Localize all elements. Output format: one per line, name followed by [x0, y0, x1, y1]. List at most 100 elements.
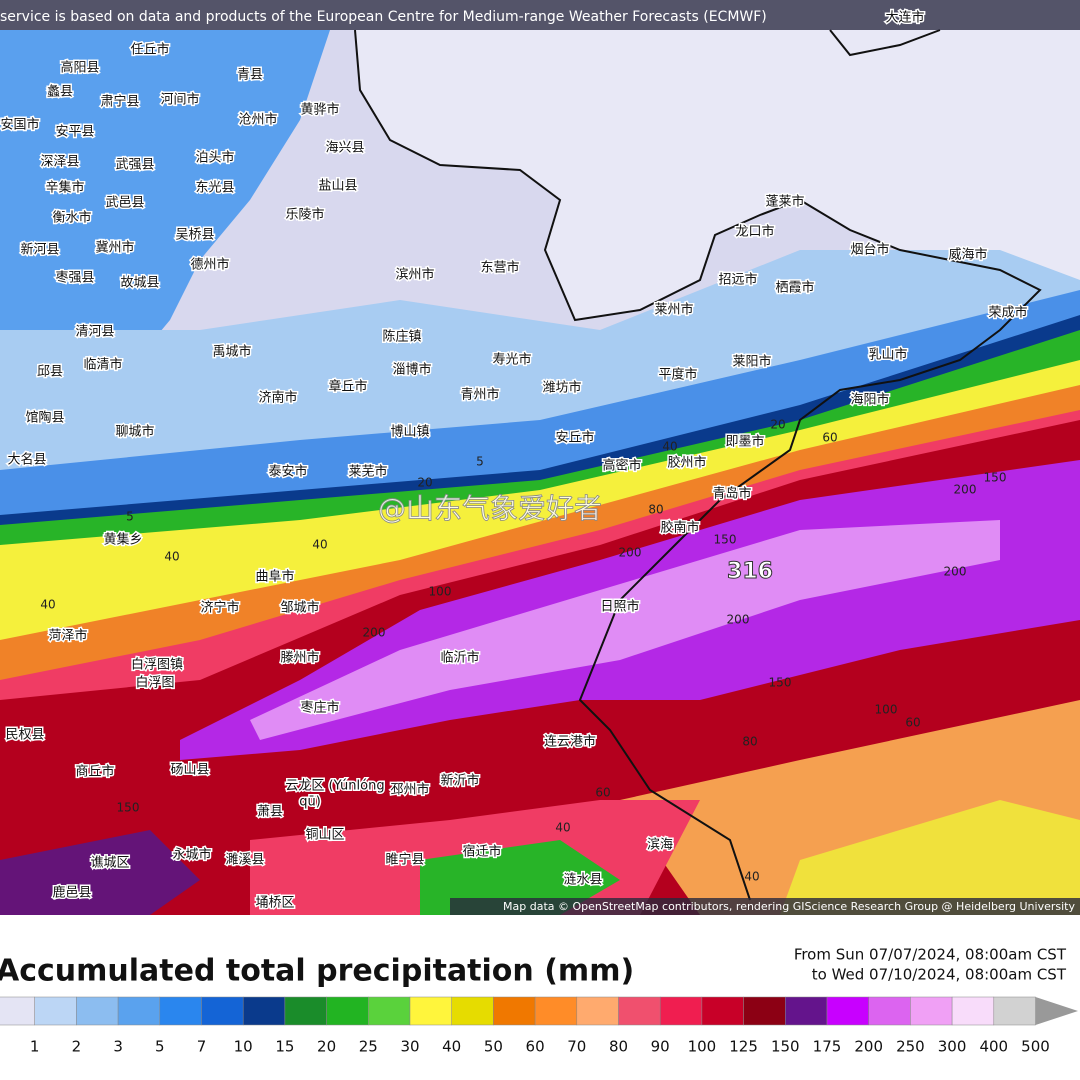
contour-label: 200 — [944, 565, 967, 579]
city-label: 濉溪县 — [225, 853, 264, 868]
legend-label: 90 — [651, 1038, 670, 1056]
legend-title: Accumulated total precipitation (mm) — [0, 954, 634, 989]
legend-swatch — [951, 996, 995, 1026]
legend-swatch — [159, 996, 202, 1026]
city-label: 枣强县 — [55, 271, 94, 286]
city-label: 白浮图 — [135, 675, 174, 691]
legend-label: 40 — [442, 1038, 461, 1056]
city-label: 砀山县 — [170, 763, 209, 778]
legend-label: 60 — [526, 1038, 545, 1056]
city-label: 日照市 — [600, 599, 639, 615]
city-label: 萧县 — [257, 805, 283, 820]
city-label: 黄骅市 — [300, 102, 339, 118]
city-label: 淄博市 — [392, 362, 431, 378]
legend-label: 200 — [854, 1038, 883, 1056]
city-label: 蠡县 — [47, 84, 73, 100]
city-label: 临清市 — [83, 357, 122, 373]
city-label: 东光县 — [195, 181, 234, 196]
city-label: 馆陶县 — [25, 410, 64, 426]
legend-swatch — [618, 996, 661, 1026]
city-label: 栖霞市 — [775, 280, 814, 296]
contour-label: 20 — [417, 476, 432, 490]
legend-label: 15 — [275, 1038, 294, 1056]
contour-label: 40 — [312, 538, 327, 552]
city-label: 衡水市 — [52, 210, 91, 226]
contour-label: 150 — [117, 801, 140, 815]
city-label: 永城市 — [172, 847, 211, 863]
legend-swatch — [451, 996, 494, 1026]
city-label: 深泽县 — [40, 155, 79, 170]
city-label: 吴桥县 — [175, 228, 214, 243]
city-label: 聊城市 — [115, 424, 154, 440]
contour-label: 200 — [727, 613, 750, 627]
city-label: 邳州市 — [390, 782, 429, 798]
city-label: 云龙区 (Yúnlóng — [285, 779, 384, 794]
legend-swatch — [701, 996, 744, 1026]
city-label: 寿光市 — [492, 352, 531, 368]
city-label: 东营市 — [480, 260, 519, 276]
city-label: 安丘市 — [555, 430, 594, 446]
legend-label: 1 — [30, 1038, 40, 1056]
legend-label: 300 — [938, 1038, 967, 1056]
city-label: 莱芜市 — [348, 464, 387, 480]
legend-label: 20 — [317, 1038, 336, 1056]
city-label: 新河县 — [20, 242, 59, 258]
legend-swatch — [743, 996, 786, 1026]
legend-label: 400 — [979, 1038, 1008, 1056]
city-label: 安平县 — [55, 125, 94, 140]
city-label: 平度市 — [658, 367, 697, 383]
legend-swatch — [826, 996, 869, 1026]
city-label: 邹城市 — [280, 600, 319, 616]
city-label: 青岛市 — [712, 486, 751, 502]
legend-swatch — [326, 996, 369, 1026]
legend-label: 5 — [155, 1038, 165, 1056]
legend-swatch — [201, 996, 244, 1026]
city-label: 禹城市 — [212, 344, 251, 360]
legend-label: 3 — [113, 1038, 123, 1056]
city-label: 埇桥区 — [255, 896, 294, 911]
city-label: 烟台市 — [850, 242, 889, 258]
legend-swatch — [117, 996, 161, 1026]
city-label: 大名县 — [7, 452, 46, 468]
city-label: 沧州市 — [238, 112, 277, 128]
legend-label: 500 — [1021, 1038, 1050, 1056]
legend-swatch — [868, 996, 911, 1026]
city-label: 安国市 — [0, 117, 39, 133]
contour-label: 40 — [662, 440, 677, 454]
city-label: 盐山县 — [318, 179, 357, 194]
legend-swatch — [0, 996, 35, 1026]
legend-label: 125 — [729, 1038, 758, 1056]
legend-swatch — [76, 996, 119, 1026]
legend-swatch — [534, 996, 578, 1026]
attribution: service is based on data and products of… — [0, 9, 767, 25]
city-label: qū) — [299, 795, 321, 810]
city-label: 大连市 — [885, 10, 924, 26]
period-end: to Wed 07/10/2024, 08:00am CST — [812, 966, 1067, 984]
city-label: 菏泽市 — [48, 628, 87, 644]
city-label: 商丘市 — [75, 764, 114, 780]
city-label: 冀州市 — [95, 240, 134, 256]
city-label: 海兴县 — [325, 141, 364, 156]
city-label: 辛集市 — [45, 180, 84, 196]
city-label: 邱县 — [37, 365, 63, 380]
city-label: 乐陵市 — [285, 207, 324, 223]
contour-label: 80 — [742, 735, 757, 749]
legend-label: 250 — [896, 1038, 925, 1056]
city-label: 黄集乡 — [103, 532, 142, 548]
legend-arrow — [1035, 997, 1078, 1025]
map — [0, 0, 1080, 915]
city-label: 铜山区 — [305, 828, 344, 843]
city-label: 睢宁县 — [385, 852, 424, 868]
legend-swatch — [785, 996, 828, 1026]
legend-swatch — [409, 996, 452, 1026]
contour-label: 150 — [714, 533, 737, 547]
city-label: 荣成市 — [988, 305, 1027, 321]
legend-label: 50 — [484, 1038, 503, 1056]
contour-label: 5 — [476, 455, 484, 469]
city-label: 宿迁市 — [462, 844, 501, 860]
contour-label: 20 — [770, 418, 785, 432]
city-label: 青县 — [237, 68, 263, 83]
legend-swatch — [493, 996, 536, 1026]
contour-label: 150 — [984, 471, 1007, 485]
